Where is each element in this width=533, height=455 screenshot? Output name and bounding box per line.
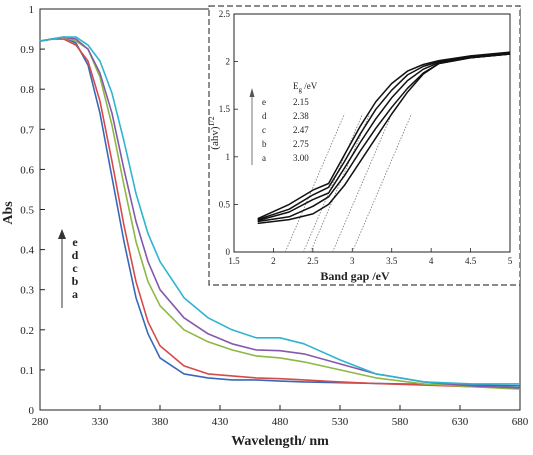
- inset-table-row-label: e: [262, 97, 266, 107]
- inset-series-group: [257, 51, 511, 225]
- main-y-tick-label: 0.9: [20, 44, 34, 56]
- inset-table-header-main: E: [293, 81, 299, 91]
- inset-x-tick-label: 1.5: [228, 256, 240, 266]
- main-y-tick-label: 0.4: [20, 245, 34, 257]
- inset-x-tick-label: 3: [350, 256, 355, 266]
- main-x-tick-label: 280: [32, 416, 49, 428]
- inset-series-line: [257, 52, 511, 221]
- main-x-tick-label: 430: [212, 416, 229, 428]
- inset-x-tick-label: 5: [508, 256, 513, 266]
- main-y-tick-label: 0: [29, 405, 35, 417]
- inset-y-axis-label-exp: 1/2: [207, 116, 216, 126]
- inset-tangent-line: [303, 113, 363, 253]
- inset-x-tick-label: 2.5: [307, 256, 319, 266]
- inset-table-row-value: 2.38: [293, 111, 309, 121]
- inset-x-tick-label: 4.5: [465, 256, 477, 266]
- main-x-tick-label: 480: [272, 416, 289, 428]
- inset-table-row-value: 2.15: [293, 97, 309, 107]
- inset-table-row-label: b: [262, 139, 267, 149]
- inset-table-header-sub: g: [299, 86, 303, 94]
- main-series-line: [39, 36, 520, 385]
- inset-table-row-label: d: [262, 111, 267, 121]
- main-y-tick-label: 0.6: [20, 164, 34, 176]
- inset-y-tick-label: 0.5: [219, 199, 231, 209]
- main-y-tick-label: 0.7: [20, 124, 34, 136]
- inset-x-axis-label: Band gap /eV: [320, 269, 390, 283]
- main-legend-letter: d: [72, 248, 79, 262]
- inset-table-row-value: 2.75: [293, 139, 309, 149]
- inset-y-tick-label: 1.5: [219, 104, 231, 114]
- inset-table-arrow-head: [249, 88, 255, 97]
- main-axes: 280 330 380 430 480 530 580 630 68000.10.20.30.4…: [20, 4, 529, 428]
- inset-bandgap-table: Eg /eV e 2.15 d 2.38 c 2.47 b 2.75 a 3.00: [249, 81, 318, 165]
- main-x-axis-label: Wavelength/ nm: [231, 434, 329, 449]
- inset-y-tick-label: 2: [226, 57, 231, 67]
- legend-arrow-head: [58, 229, 66, 239]
- main-y-tick-label: 0.8: [20, 84, 34, 96]
- inset-y-axis-label: (ahv)1/2: [207, 116, 221, 149]
- inset-x-tick-label: 2: [271, 256, 276, 266]
- main-series-line: [39, 38, 521, 389]
- inset-tangent-line: [351, 113, 412, 253]
- inset-y-tick-label: 0: [226, 247, 231, 257]
- main-legend-arrow: [58, 229, 66, 308]
- main-x-tick-label: 380: [152, 416, 169, 428]
- inset-axes: 1.5 2 2.5 3 3.5 4 4.5 5 0 0.5 1 1.5 2 2.5: [219, 9, 513, 266]
- main-y-tick-label: 1: [29, 4, 35, 16]
- main-y-tick-label: 0.3: [20, 285, 34, 297]
- inset-tangent-line: [284, 113, 345, 253]
- inset-table-row-label: c: [262, 125, 266, 135]
- inset-tangent-lines: [284, 113, 412, 253]
- inset-x-tick-label: 3.5: [386, 256, 398, 266]
- inset-table-row-label: a: [262, 153, 266, 163]
- inset-tangent-line: [310, 113, 371, 253]
- inset-plot-frame: [233, 13, 511, 253]
- inset-series-line: [257, 53, 511, 223]
- inset-table-rows: e 2.15 d 2.38 c 2.47 b 2.75 a 3.00: [262, 97, 309, 163]
- inset-y-axis-label-main: (ahv): [209, 126, 221, 150]
- main-legend-letter: b: [72, 274, 79, 288]
- main-y-tick-label: 0.1: [20, 365, 34, 377]
- main-legend-letter: c: [72, 261, 78, 275]
- main-y-tick-label: 0.5: [20, 205, 34, 217]
- inset-x-tick-label: 4: [429, 256, 434, 266]
- main-y-axis-label: Abs: [1, 201, 16, 225]
- main-x-tick-label: 680: [512, 416, 529, 428]
- main-x-tick-label: 530: [332, 416, 349, 428]
- main-y-tick-label: 0.2: [20, 325, 34, 337]
- main-x-tick-label: 630: [452, 416, 469, 428]
- inset-series-line: [257, 51, 511, 220]
- inset-table-header: Eg /eV: [293, 81, 318, 94]
- main-legend-letter: e: [72, 235, 78, 249]
- inset-table-row-value: 2.47: [293, 125, 309, 135]
- main-x-tick-label: 580: [392, 416, 409, 428]
- inset-tangent-line: [332, 113, 393, 253]
- inset-y-tick-label: 2.5: [219, 9, 231, 19]
- main-x-tick-label: 330: [92, 416, 109, 428]
- inset-table-header-unit: /eV: [302, 81, 318, 91]
- main-series-group: [39, 36, 521, 390]
- inset-series-line: [257, 53, 511, 222]
- main-legend-letter: a: [72, 287, 78, 301]
- main-series-line: [39, 36, 521, 389]
- inset-y-tick-label: 1: [226, 152, 231, 162]
- inset-table-row-value: 3.00: [293, 153, 309, 163]
